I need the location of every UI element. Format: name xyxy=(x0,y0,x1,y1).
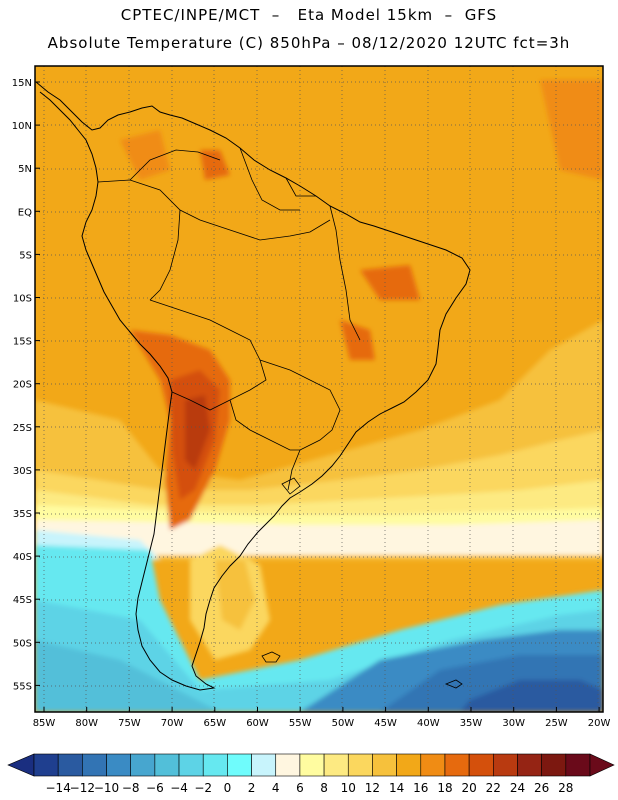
colorbar-label: 6 xyxy=(296,781,304,795)
lon-label: 80W xyxy=(75,718,98,729)
latitude-labels: 15N 10N 5N EQ 5S 10S 15S 20S 25S 30S 35S 40S 45S 50S 5… xyxy=(12,78,40,692)
colorbar-label: −8 xyxy=(122,781,140,795)
lon-label: 35W xyxy=(460,718,483,729)
colorbar-swatch xyxy=(275,753,301,777)
colorbar-swatch xyxy=(251,753,277,777)
lon-label: 45W xyxy=(374,718,397,729)
colorbar-swatch xyxy=(517,753,542,777)
colorbar-label: −12 xyxy=(70,781,95,795)
colorbar-label: −14 xyxy=(46,781,71,795)
lat-label: 10N xyxy=(12,121,32,132)
colorbar-swatch xyxy=(178,753,204,777)
lat-label: 15S xyxy=(13,337,32,348)
lat-label: 15N xyxy=(12,78,32,89)
lat-label: 50S xyxy=(13,638,32,649)
lat-label: EQ xyxy=(18,207,32,218)
colorbar-swatch xyxy=(82,753,107,777)
colorbar-swatch xyxy=(493,753,518,777)
colorbar-label: −10 xyxy=(94,781,119,795)
colorbar-label: 24 xyxy=(510,781,525,795)
lat-label: 20S xyxy=(13,380,32,391)
temperature-field xyxy=(35,66,603,712)
colorbar-over-arrow xyxy=(589,753,615,777)
colorbar-swatch xyxy=(420,753,446,777)
map-frame xyxy=(34,65,604,713)
lat-label: 55S xyxy=(13,681,32,692)
colorbar-swatch xyxy=(33,753,59,777)
colorbar-label: 26 xyxy=(534,781,549,795)
colorbar-swatch xyxy=(468,753,494,777)
colorbar-swatch xyxy=(106,753,131,777)
south-america-coastline xyxy=(35,81,471,691)
lon-label: 75W xyxy=(118,718,141,729)
lat-label: 5N xyxy=(18,164,32,175)
colorbar-swatch xyxy=(227,753,252,777)
graticule xyxy=(35,66,603,712)
colorbar-label: 16 xyxy=(413,781,428,795)
lon-label: 25W xyxy=(545,718,568,729)
colorbar-swatch xyxy=(541,753,567,777)
chart-title-line-2: Absolute Temperature (C) 850hPa – 08/12/… xyxy=(47,34,571,52)
lagoa-dos-patos xyxy=(281,477,301,495)
colorbar-swatch xyxy=(130,753,156,777)
falkland-islands xyxy=(261,651,281,663)
lat-label: 10S xyxy=(13,294,32,305)
country-borders xyxy=(97,147,361,491)
lat-label: 30S xyxy=(13,466,32,477)
colorbar-swatch xyxy=(202,753,228,777)
lat-label: 40S xyxy=(13,552,32,563)
lon-label: 30W xyxy=(502,718,525,729)
colorbar-label: 28 xyxy=(558,781,573,795)
lat-label: 25S xyxy=(13,423,32,434)
colorbar-label: 8 xyxy=(320,781,328,795)
lon-label: 50W xyxy=(332,718,355,729)
lat-label: 5S xyxy=(19,250,32,261)
colorbar-swatch xyxy=(323,753,349,777)
colorbar-swatch xyxy=(154,753,180,777)
lon-label: 55W xyxy=(289,718,312,729)
colorbar-label: 2 xyxy=(248,781,256,795)
colorbar-label: −4 xyxy=(170,781,188,795)
colorbar-label: −2 xyxy=(194,781,212,795)
colorbar-label: 14 xyxy=(389,781,404,795)
colorbar-label: 20 xyxy=(461,781,476,795)
south-georgia-island xyxy=(444,679,463,689)
longitude-labels: 85W 80W 75W 70W 65W 60W 55W 50W 45W 40W 35W 30W 25W 2… xyxy=(33,707,611,729)
lon-label: 65W xyxy=(203,718,226,729)
lon-label: 70W xyxy=(161,718,184,729)
lon-label: 60W xyxy=(246,718,269,729)
colorbar-swatch xyxy=(299,753,325,777)
colorbar-swatch xyxy=(565,753,591,777)
lon-label: 85W xyxy=(33,718,56,729)
colorbar-label: −6 xyxy=(146,781,164,795)
lat-label: 45S xyxy=(13,595,32,606)
colorbar-label: 10 xyxy=(341,781,356,795)
colorbar-swatch xyxy=(396,753,422,777)
colorbar-label: 22 xyxy=(486,781,501,795)
colorbar-swatch xyxy=(57,753,83,777)
colorbar-label: 4 xyxy=(272,781,280,795)
lat-label: 35S xyxy=(13,509,32,520)
colorbar-swatch xyxy=(372,753,397,777)
colorbar-label: 12 xyxy=(365,781,380,795)
colorbar-under-arrow xyxy=(7,753,35,777)
temperature-colorbar: −14−12−10 −8 −6 −4 −2 0 2 4 6 8 10 12 14 16 18 20 22 24 26… xyxy=(7,753,615,795)
colorbar-label: 18 xyxy=(437,781,452,795)
lon-label: 40W xyxy=(417,718,440,729)
colorbar-swatch xyxy=(347,753,373,777)
lon-label: 20W xyxy=(588,718,611,729)
colorbar-swatch xyxy=(444,753,470,777)
chart-title-line-1: CPTEC/INPE/MCT – Eta Model 15km – GFS xyxy=(120,6,498,24)
colorbar-label: 0 xyxy=(224,781,232,795)
